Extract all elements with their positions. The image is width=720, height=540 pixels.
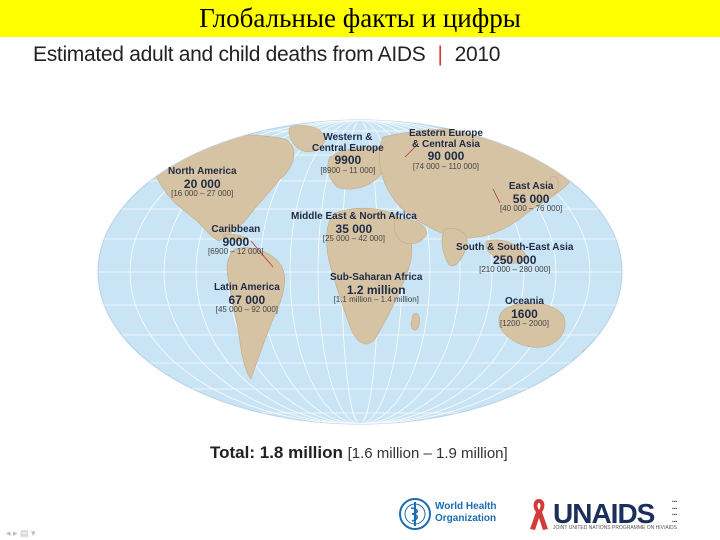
total-line: Total: 1.8 million [1.6 million – 1.9 mi…	[210, 443, 508, 463]
south-east-asia	[485, 239, 528, 264]
label-east-asia: East Asia 56 000 [40 000 – 76 000]	[500, 181, 563, 214]
total-value: 1.8 million	[259, 443, 343, 462]
land-masses	[151, 125, 589, 380]
slide-title: Глобальные факты и цифры	[199, 3, 521, 33]
subtitle-text: Estimated adult and child deaths from AI…	[33, 43, 426, 66]
japan	[548, 176, 559, 195]
subtitle-separator: |	[437, 43, 443, 66]
south-america	[226, 247, 285, 380]
subtitle-year: 2010	[454, 43, 501, 66]
label-sub-saharan-africa: Sub-Saharan Africa 1.2 million [1.1 mill…	[330, 272, 423, 305]
title-bar: Глобальные факты и цифры	[0, 0, 720, 37]
label-latin-america: Latin America 67 000 [45 000 – 92 000]	[214, 282, 280, 315]
red-ribbon-icon	[530, 499, 548, 530]
slide-nav-controls[interactable]: ◂ ▸ ▤ ▾	[6, 528, 36, 538]
label-north-america: North America 20 000 [16 000 – 27 000]	[168, 166, 237, 199]
map-subtitle: Estimated adult and child deaths from AI…	[33, 43, 500, 67]
label-western-central-europe: Western & Central Europe 9900 [8900 – 11…	[312, 132, 384, 175]
madagascar	[410, 313, 420, 331]
total-label: Total:	[210, 443, 256, 462]
greenland	[288, 125, 326, 152]
caribbean-islands	[222, 233, 248, 241]
unaids-logo-text: UNAIDS	[553, 498, 655, 529]
unaids-logo-subtitle: JOINT UNITED NATIONS PROGRAMME ON HIV/AI…	[553, 525, 677, 531]
label-eastern-europe-central-asia: Eastern Europe & Central Asia 90 000 [74…	[409, 128, 483, 171]
new-zealand	[581, 349, 589, 362]
label-caribbean: Caribbean 9000 [6900 – 12 000]	[208, 224, 264, 257]
label-middle-east-north-africa: Middle East & North Africa 35 000 [25 00…	[291, 211, 417, 244]
who-logo-text: World Health Organization	[435, 501, 497, 524]
africa	[326, 207, 413, 345]
who-emblem-icon	[399, 498, 431, 530]
label-south-south-east-asia: South & South-East Asia 250 000 [210 000…	[456, 242, 574, 275]
world-map	[97, 119, 623, 425]
europe	[327, 147, 390, 190]
unaids-cosponsor-list: ▪▪▪ ▪▪▪ ▪▪▪ ▪▪▪	[672, 499, 678, 525]
arabia	[393, 219, 428, 245]
india	[441, 228, 468, 267]
australia	[498, 302, 566, 348]
north-america	[151, 134, 295, 242]
total-range: [1.6 million – 1.9 million]	[347, 445, 508, 462]
label-oceania: Oceania 1600 [1200 – 2000]	[500, 296, 549, 329]
pointer-lines	[250, 144, 501, 268]
